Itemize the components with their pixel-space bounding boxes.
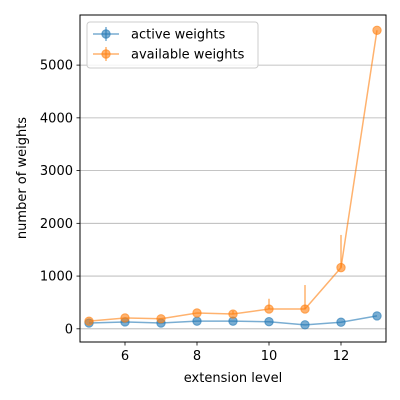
y-tick-label: 2000 xyxy=(40,217,73,232)
data-point xyxy=(192,308,202,318)
series-layer xyxy=(84,25,382,330)
x-axis-label: extension level xyxy=(184,371,282,386)
data-point xyxy=(192,316,202,326)
data-point xyxy=(84,316,94,326)
legend-marker xyxy=(101,29,111,39)
data-point xyxy=(372,25,382,35)
plot-frame xyxy=(79,14,387,343)
data-point xyxy=(336,262,346,273)
legend-entry: available weights xyxy=(93,47,245,63)
legend-entry: active weights xyxy=(93,27,225,43)
x-tick-label: 6 xyxy=(121,349,129,364)
legend-box xyxy=(86,21,259,69)
data-point xyxy=(372,311,382,321)
y-tick-label: 5000 xyxy=(40,59,73,74)
data-point xyxy=(300,304,310,314)
y-tick-label: 0 xyxy=(65,322,73,337)
data-point xyxy=(228,309,238,319)
data-point xyxy=(336,317,346,327)
data-point xyxy=(264,316,274,327)
x-tick-label: 12 xyxy=(333,349,350,364)
y-tick-label: 4000 xyxy=(40,111,73,126)
legend-label: available weights xyxy=(131,48,245,63)
plot-background xyxy=(80,15,386,342)
data-point xyxy=(120,313,130,323)
series-1 xyxy=(84,25,382,326)
data-point xyxy=(156,314,166,324)
x-tick-label: 10 xyxy=(261,349,278,364)
legend: active weights available weights xyxy=(86,21,259,69)
y-tick-label: 3000 xyxy=(40,164,73,179)
legend-label: active weights xyxy=(131,28,225,43)
legend-entries: active weights available weights xyxy=(93,27,245,63)
data-point xyxy=(264,304,274,314)
y-axis-label: number of weights xyxy=(15,117,30,239)
x-tick-label: 8 xyxy=(193,349,201,364)
y-tick-label: 1000 xyxy=(40,270,73,285)
legend-marker xyxy=(101,49,111,59)
ticks: 0 1000 2000 3000 4000 5000 6 8 10 12 xyxy=(40,59,349,364)
data-point xyxy=(300,320,310,330)
